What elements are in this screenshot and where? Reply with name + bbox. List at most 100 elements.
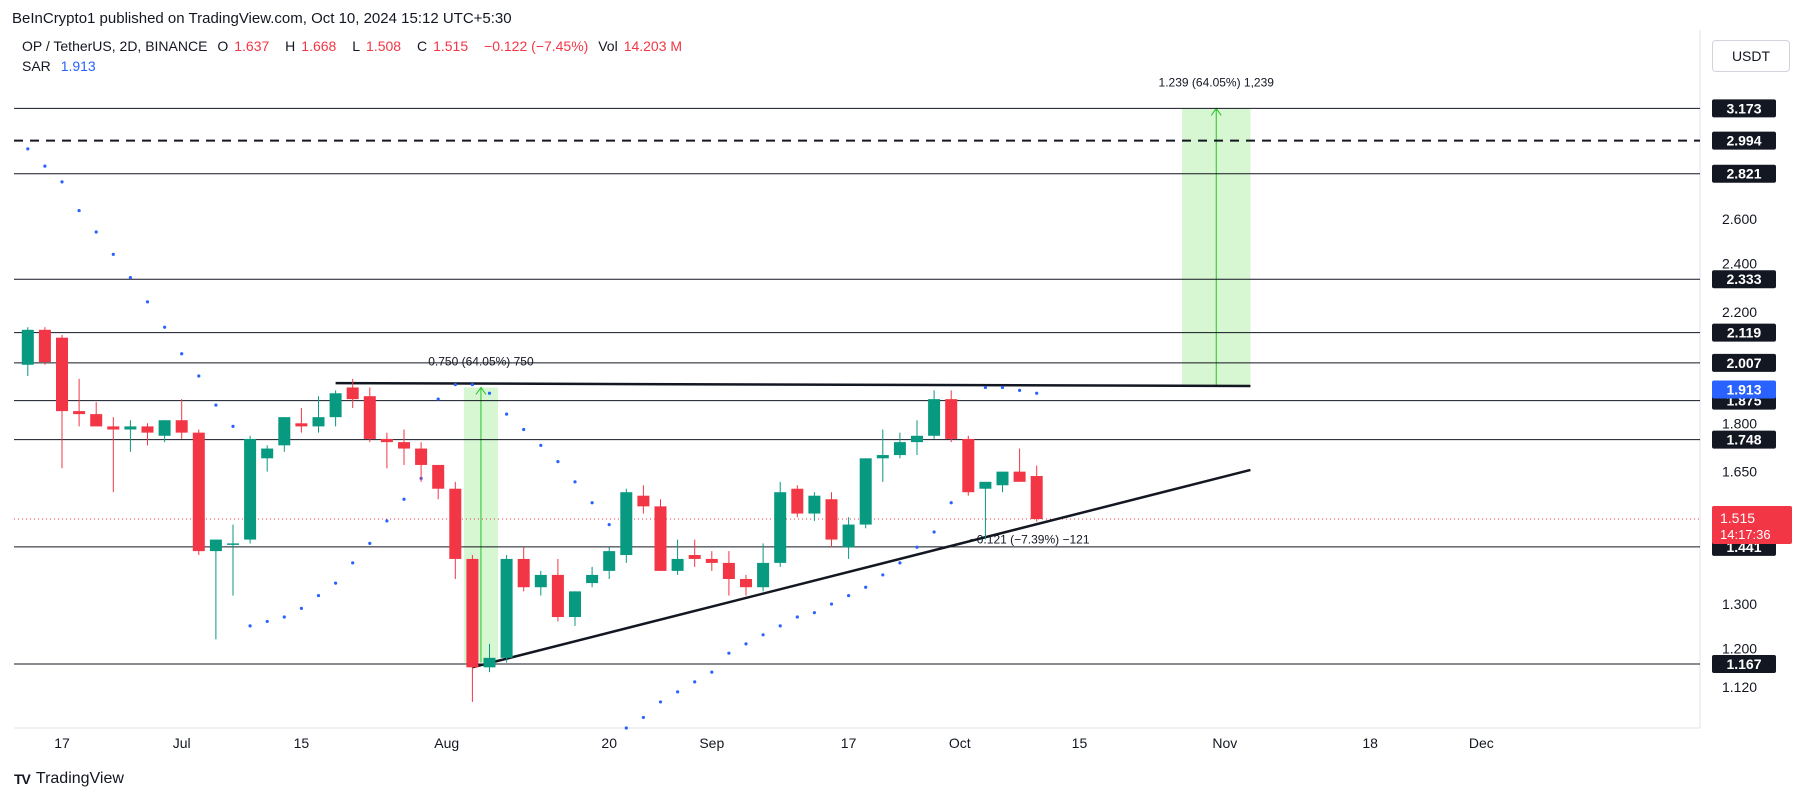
candle [398, 429, 410, 465]
level-tag: 3.173 [1726, 100, 1761, 116]
candle-body [637, 495, 650, 507]
tradingview-logo[interactable]: TV TradingView [14, 770, 124, 788]
symbol-name[interactable]: OP / TetherUS, 2D, BINANCE [22, 38, 208, 54]
sar-dot [864, 585, 868, 589]
sar-dot [145, 300, 150, 304]
sar-dot [676, 690, 680, 694]
candle-body [842, 524, 855, 548]
level-tag: 2.333 [1726, 271, 1761, 287]
candle-body [603, 551, 616, 571]
candle-body [500, 558, 513, 658]
candle-body [483, 657, 496, 668]
candle [449, 481, 462, 579]
candle [56, 335, 68, 469]
candle [73, 378, 86, 427]
sar-dot [128, 275, 132, 280]
symbol-legend: OP / TetherUS, 2D, BINANCE O 1.637 H 1.668… [22, 38, 694, 54]
current-price-tag-bg [1712, 506, 1792, 545]
sar-dot [1018, 388, 1022, 392]
sar-dot [282, 615, 286, 619]
sar-dot [847, 593, 851, 598]
y-tick-label: 1.800 [1722, 415, 1757, 431]
high-value: 1.668 [301, 38, 337, 54]
resistance-trendline [335, 381, 1251, 388]
level-tag: 1.748 [1726, 432, 1761, 448]
sar-dot [26, 147, 30, 151]
sar-dot [915, 545, 919, 549]
level-tag-bg [1712, 99, 1776, 118]
candle [876, 429, 889, 482]
sar-dot [505, 412, 509, 416]
candle-body [363, 396, 376, 439]
sar-dot [641, 715, 646, 720]
volume-label: Vol [598, 38, 618, 54]
candle-body [740, 578, 752, 588]
level-tag: 2.119 [1727, 325, 1761, 341]
sar-dot [334, 581, 338, 585]
candle-body [244, 438, 257, 540]
sar-dot [983, 385, 988, 390]
sar-dot [43, 164, 47, 168]
x-tick-label: Nov [1212, 735, 1237, 751]
candle-body [705, 558, 718, 563]
y-tick-label: 1.300 [1722, 596, 1757, 612]
candle [928, 390, 941, 439]
currency-button[interactable]: USDT [1712, 40, 1790, 72]
level-tag-bg [1712, 164, 1776, 183]
sar-dot [94, 230, 98, 234]
sar-dot [436, 397, 440, 401]
level-tag: 2.821 [1726, 166, 1761, 182]
candle [825, 492, 838, 548]
sar-dot [795, 615, 799, 619]
sar-dot [265, 619, 269, 624]
candle-body [911, 435, 923, 443]
candle [722, 551, 735, 596]
candle-body [586, 574, 599, 584]
candle-body [209, 539, 222, 552]
level-tag-bg [1712, 131, 1776, 150]
drop-annotation-label: −0.121 (−7.39%) −121 [970, 533, 1090, 547]
candle-body [107, 426, 120, 430]
candle [688, 539, 701, 567]
candle [175, 399, 188, 439]
y-tick-label: 1.650 [1722, 464, 1757, 480]
candle [842, 517, 855, 559]
sar-dot [693, 680, 697, 684]
candle [705, 551, 718, 571]
candle-body [158, 420, 171, 436]
candle-body [569, 591, 581, 618]
candle-body [791, 488, 804, 514]
candle-body [825, 499, 838, 540]
current-price-tag: 1.515 [1720, 510, 1755, 526]
candle-body [21, 329, 34, 365]
candle-body [90, 414, 103, 427]
candle [209, 539, 222, 640]
sar-dot [607, 522, 611, 527]
candle [124, 420, 137, 452]
candle-body [808, 495, 821, 514]
sar-dot [761, 633, 765, 637]
change-value: −0.122 (−7.45%) [484, 38, 589, 54]
candle [1013, 448, 1026, 482]
candle [654, 499, 667, 571]
sar-dot [214, 403, 218, 407]
candle-body [56, 337, 68, 412]
candle-body [415, 448, 428, 465]
sar-dot [556, 460, 560, 464]
sar-dot [316, 593, 321, 598]
candle-body [551, 574, 564, 618]
sar-dot [111, 252, 115, 256]
candle-body [73, 411, 86, 415]
candle-body [175, 420, 188, 433]
sar-dot [932, 530, 936, 534]
measure-label: 1.239 (64.05%) 1,239 [1159, 75, 1275, 89]
sar-dot [658, 700, 663, 704]
candle [295, 408, 308, 433]
candle [483, 643, 496, 673]
close-label: C [416, 38, 428, 54]
publisher-line: BeInCrypto1 published on TradingView.com… [12, 10, 512, 27]
candle [192, 429, 205, 556]
sar-legend[interactable]: SAR 1.913 [22, 58, 102, 74]
level-tag: 2.007 [1726, 355, 1761, 371]
